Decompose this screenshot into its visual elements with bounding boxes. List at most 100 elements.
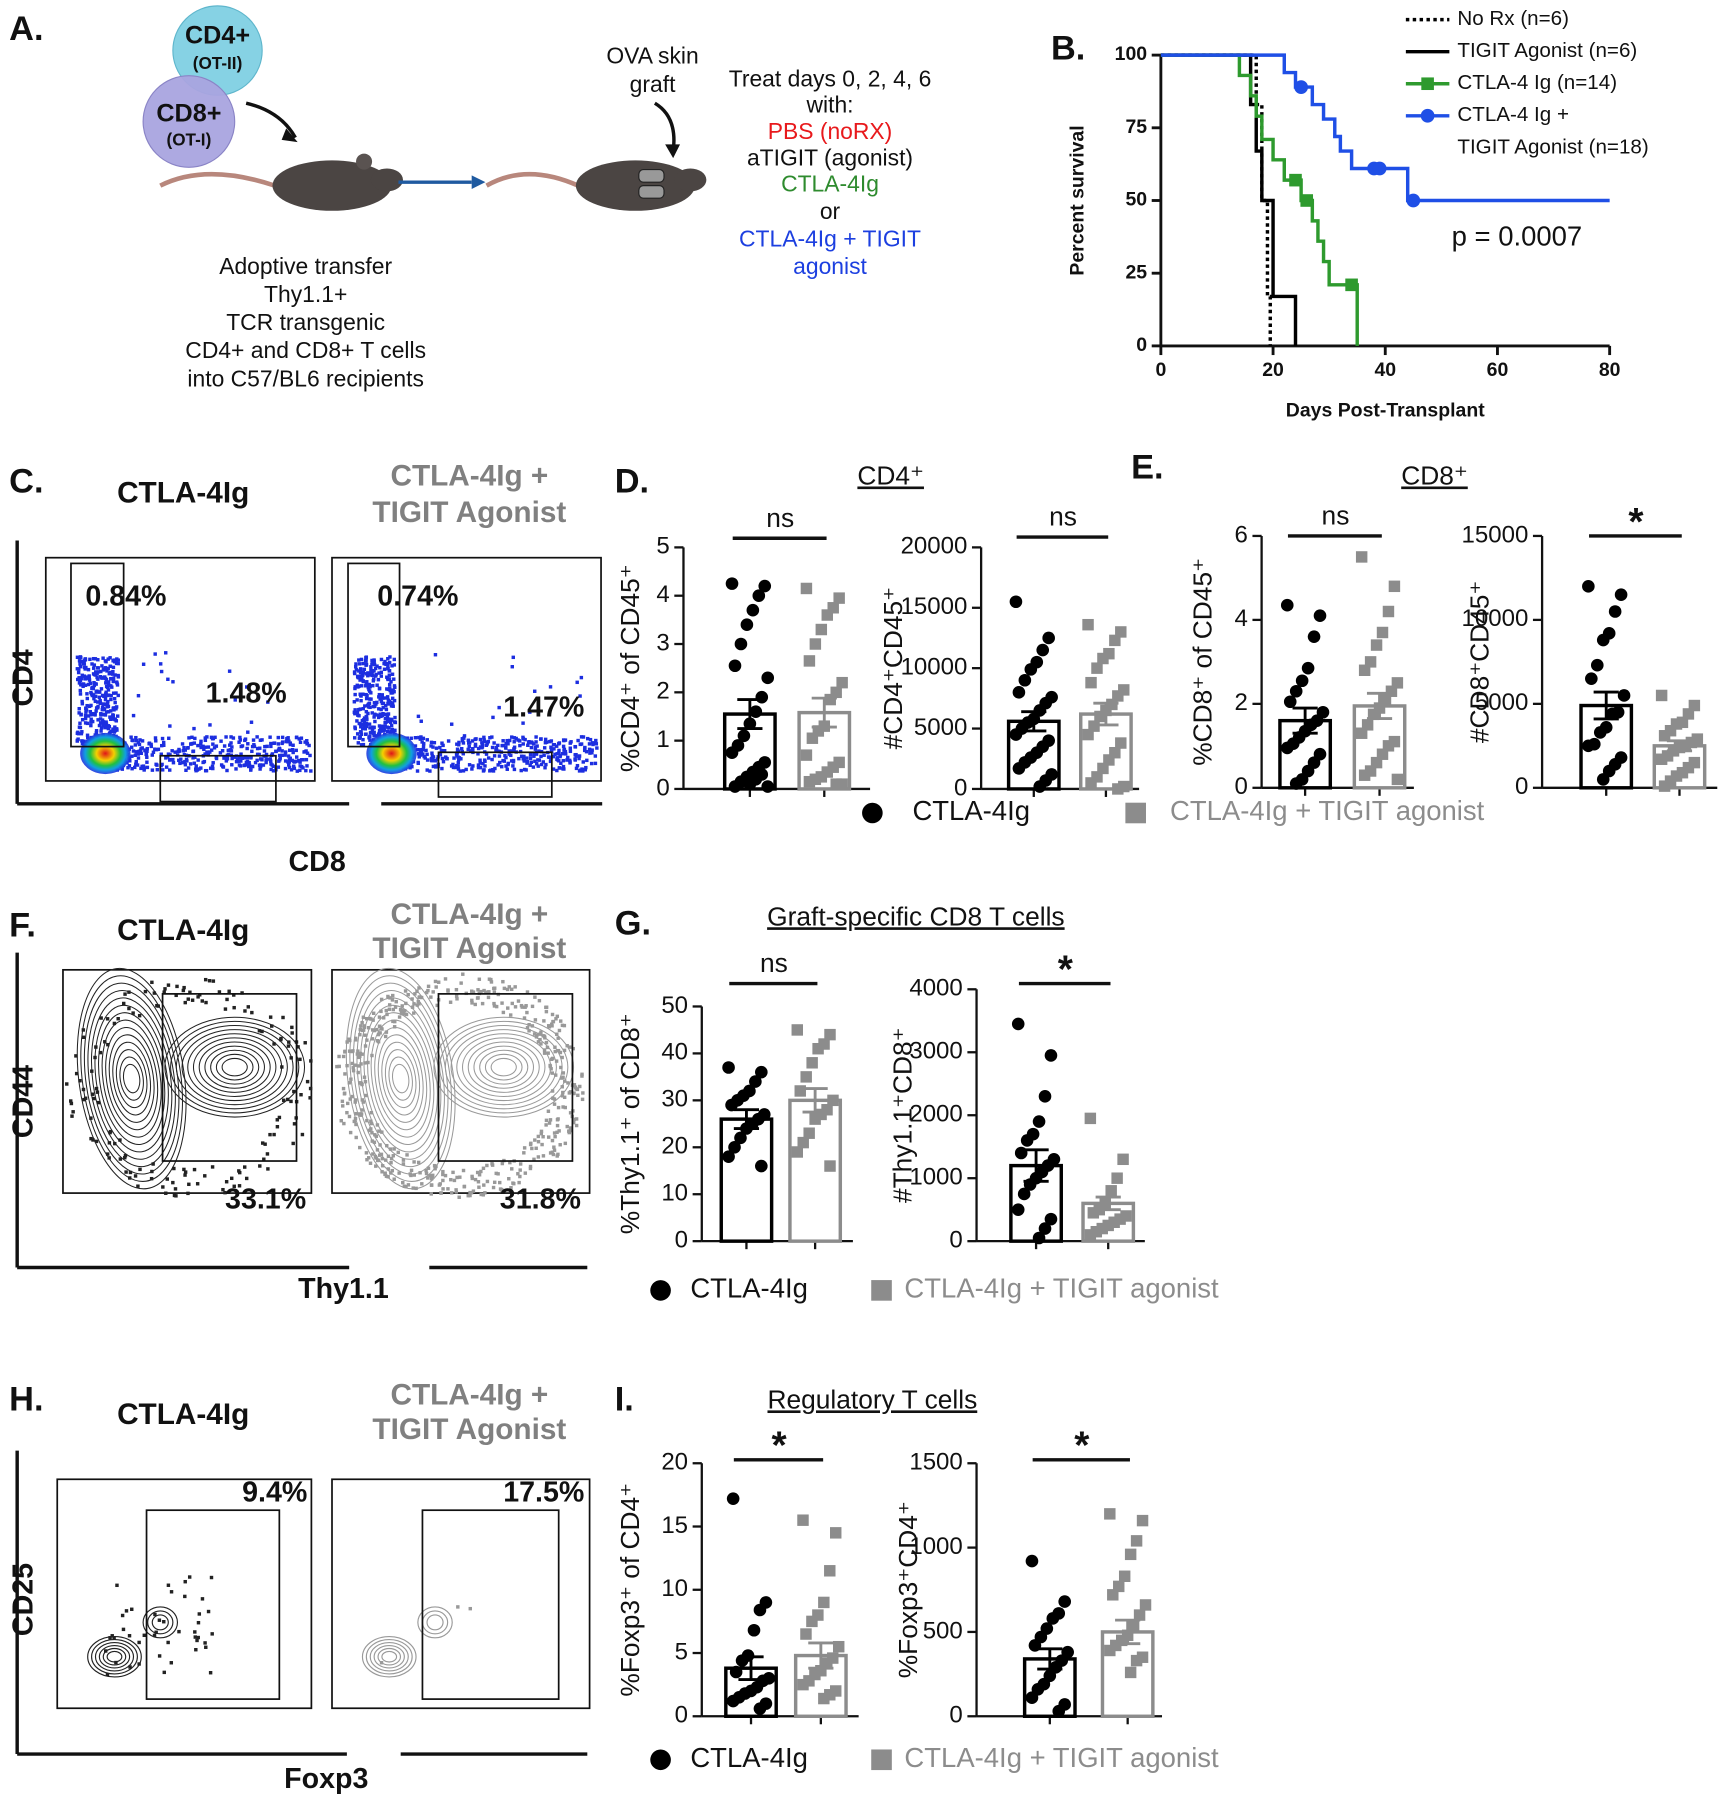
event (365, 680, 369, 684)
event (492, 990, 497, 994)
event (183, 762, 188, 767)
event (492, 754, 497, 758)
event (74, 1054, 78, 1058)
y-tick-label: 1 (656, 726, 669, 753)
event (149, 1176, 154, 1181)
event (546, 1051, 550, 1055)
data-point (1102, 1219, 1114, 1232)
event (345, 1040, 349, 1044)
event (412, 1160, 416, 1164)
event (534, 1146, 538, 1150)
event (223, 1007, 228, 1011)
event (382, 667, 387, 671)
event (164, 765, 169, 769)
data-point (803, 775, 816, 788)
event (106, 666, 110, 671)
data-point (812, 1042, 824, 1055)
event (246, 730, 250, 734)
event (159, 669, 164, 674)
event (358, 670, 363, 675)
density (80, 732, 131, 775)
data-point (1036, 643, 1050, 657)
event (466, 1193, 470, 1198)
event (456, 767, 461, 771)
event (187, 1182, 191, 1187)
event (462, 734, 467, 738)
event (203, 1174, 207, 1178)
event (573, 753, 577, 757)
event (298, 759, 302, 763)
event (280, 749, 284, 753)
event (549, 1067, 553, 1071)
event (133, 1174, 138, 1178)
event (108, 656, 112, 660)
event (366, 703, 370, 708)
mouse-tail (159, 171, 276, 188)
event (196, 1635, 200, 1640)
event (78, 1078, 82, 1083)
event (257, 1029, 262, 1033)
event (389, 1156, 394, 1161)
event (380, 701, 385, 706)
event (578, 1084, 582, 1089)
data-point (1094, 710, 1106, 723)
event (366, 1156, 371, 1160)
event (96, 718, 100, 722)
event (512, 740, 516, 744)
event (573, 757, 577, 761)
error-bar (1093, 701, 1119, 727)
event (287, 763, 291, 767)
event (258, 1164, 262, 1168)
event (161, 1185, 165, 1189)
event (415, 748, 420, 752)
event (269, 767, 273, 772)
contour (164, 1016, 306, 1118)
event (552, 1148, 557, 1152)
data-point (809, 773, 822, 786)
data-point (1614, 588, 1628, 602)
flow-title: CTLA-4Ig (117, 1398, 249, 1431)
event (480, 742, 485, 746)
event (361, 706, 365, 711)
event (220, 749, 225, 753)
event (533, 759, 537, 764)
data-point (755, 1159, 768, 1173)
event (116, 693, 120, 698)
flow-plot-frame (44, 556, 316, 782)
event (478, 737, 483, 742)
event (203, 768, 208, 773)
data-point (1688, 699, 1701, 712)
event (356, 713, 360, 717)
event (500, 1001, 504, 1005)
event (521, 735, 525, 740)
event (222, 744, 227, 748)
event (84, 665, 88, 670)
event (560, 1023, 565, 1028)
data-point (1090, 1225, 1103, 1238)
event (291, 750, 295, 755)
event (521, 742, 525, 746)
event (533, 1018, 538, 1022)
event (190, 998, 195, 1002)
event (491, 715, 495, 720)
event (366, 1060, 370, 1065)
event (204, 1645, 208, 1649)
event (393, 1005, 398, 1009)
data-point (1058, 1595, 1071, 1608)
event (121, 1627, 126, 1632)
event (76, 670, 81, 675)
data-point (821, 1657, 833, 1669)
event (510, 1001, 514, 1006)
gate (421, 1509, 560, 1700)
event (209, 748, 214, 752)
event (370, 711, 374, 715)
event (550, 1150, 554, 1154)
event (372, 659, 376, 664)
event (128, 1665, 132, 1669)
error-bar (1037, 1647, 1063, 1671)
event (290, 1025, 294, 1030)
event (544, 1118, 549, 1123)
error-bar (808, 1641, 834, 1670)
event (461, 741, 466, 745)
event (441, 743, 445, 748)
